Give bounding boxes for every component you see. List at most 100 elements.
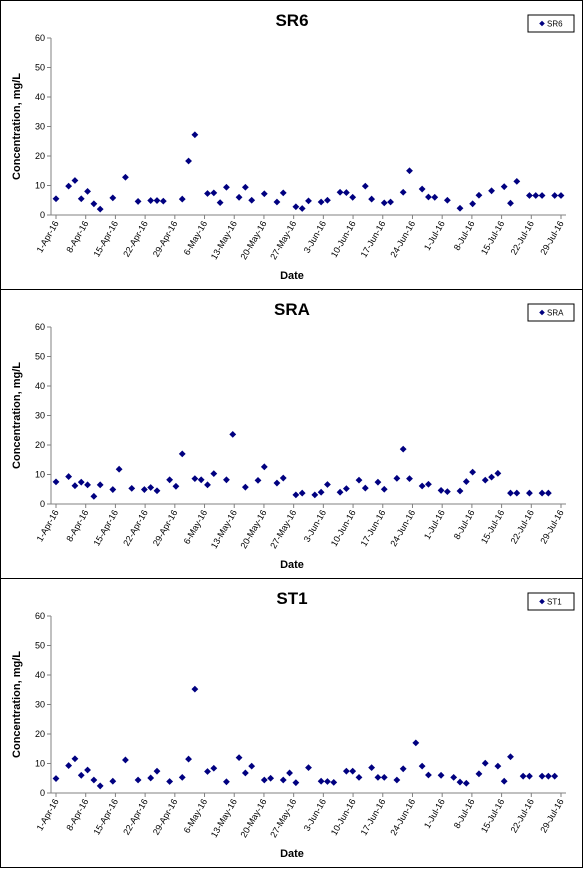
data-point bbox=[443, 196, 451, 204]
data-point bbox=[298, 205, 306, 212]
y-tick-label: 50 bbox=[35, 352, 45, 362]
y-tick-label: 60 bbox=[35, 611, 45, 621]
data-point bbox=[349, 767, 357, 775]
data-point bbox=[52, 775, 60, 782]
y-tick-label: 10 bbox=[35, 470, 45, 480]
data-point bbox=[374, 773, 382, 781]
x-tick-label: 13-May-16 bbox=[209, 797, 239, 839]
y-axis-title: Concentration, mg/L bbox=[11, 73, 23, 180]
data-point bbox=[450, 773, 458, 781]
y-tick-label: 40 bbox=[35, 670, 45, 680]
data-point bbox=[65, 762, 73, 769]
x-tick-label: 8-Jul-16 bbox=[452, 219, 477, 252]
data-point bbox=[52, 478, 60, 486]
legend-label: ST1 bbox=[547, 598, 562, 607]
data-point bbox=[368, 195, 376, 203]
data-point bbox=[71, 755, 79, 763]
data-point bbox=[178, 195, 186, 203]
x-tick-label: 8-Jul-16 bbox=[452, 797, 477, 830]
data-point bbox=[393, 474, 401, 482]
x-tick-label: 13-May-16 bbox=[209, 508, 239, 550]
data-point bbox=[147, 774, 155, 782]
x-tick-label: 8-Jul-16 bbox=[452, 508, 477, 541]
data-point bbox=[349, 193, 357, 201]
data-point bbox=[317, 198, 325, 206]
data-point bbox=[84, 481, 91, 489]
data-point bbox=[298, 489, 306, 497]
data-point bbox=[71, 177, 79, 184]
data-point bbox=[178, 450, 186, 458]
data-point bbox=[191, 475, 199, 483]
data-point bbox=[544, 772, 552, 780]
data-point bbox=[153, 197, 161, 204]
x-tick-label: 22-Apr-16 bbox=[121, 508, 150, 548]
data-point bbox=[279, 474, 287, 482]
y-tick-label: 20 bbox=[35, 440, 45, 450]
data-point bbox=[324, 196, 331, 204]
data-point bbox=[84, 766, 91, 774]
x-tick-label: 24-Jun-16 bbox=[388, 797, 417, 837]
legend-marker bbox=[539, 309, 545, 316]
data-point bbox=[399, 188, 407, 196]
data-point bbox=[260, 776, 268, 784]
y-tick-label: 30 bbox=[35, 122, 45, 132]
data-point bbox=[210, 470, 218, 478]
data-point bbox=[488, 187, 495, 195]
data-point bbox=[65, 473, 73, 480]
data-point bbox=[235, 754, 243, 761]
data-point bbox=[324, 778, 331, 785]
data-point bbox=[122, 756, 129, 764]
data-point bbox=[109, 777, 117, 785]
data-point bbox=[279, 776, 287, 784]
x-tick-label: 15-Jul-16 bbox=[479, 508, 506, 546]
x-tick-label: 27-May-16 bbox=[268, 508, 298, 550]
data-point bbox=[551, 772, 559, 780]
data-point bbox=[425, 771, 432, 779]
x-tick-label: 15-Apr-16 bbox=[91, 219, 120, 259]
x-tick-label: 8-Apr-16 bbox=[64, 219, 90, 254]
y-tick-label: 60 bbox=[35, 322, 45, 332]
x-axis-title: Date bbox=[280, 270, 304, 282]
data-point bbox=[77, 478, 85, 486]
chart-panel-st1: ST1 0 10 20 30 40 50 60 1-Apr-16 8-Apr-16 15-Apr-1… bbox=[0, 578, 583, 868]
data-point bbox=[223, 476, 230, 484]
data-point bbox=[210, 189, 218, 197]
data-point bbox=[456, 778, 464, 786]
x-tick-label: 24-Jun-16 bbox=[388, 508, 417, 548]
data-point bbox=[166, 476, 174, 484]
data-point bbox=[336, 188, 344, 196]
x-tick-label: 22-Jul-16 bbox=[509, 797, 536, 835]
y-tick-label: 20 bbox=[35, 729, 45, 739]
data-point bbox=[437, 487, 445, 494]
data-point bbox=[77, 771, 85, 779]
data-point bbox=[380, 485, 388, 493]
data-point bbox=[513, 177, 521, 185]
legend-label: SRA bbox=[547, 309, 564, 318]
x-tick-label: 6-May-16 bbox=[182, 508, 210, 546]
data-point bbox=[109, 486, 117, 493]
x-tick-label: 1-Apr-16 bbox=[35, 797, 61, 832]
data-point bbox=[96, 782, 104, 790]
data-point bbox=[140, 486, 148, 493]
data-point bbox=[412, 739, 420, 747]
data-point bbox=[399, 445, 407, 453]
data-point bbox=[406, 475, 413, 483]
data-point bbox=[507, 489, 514, 497]
data-point bbox=[469, 468, 477, 476]
x-tick-label: 27-May-16 bbox=[268, 797, 298, 839]
data-point bbox=[500, 183, 508, 191]
data-point bbox=[292, 203, 300, 211]
data-point bbox=[532, 192, 540, 199]
x-tick-label: 1-Jul-16 bbox=[422, 219, 447, 252]
data-point bbox=[235, 193, 243, 201]
data-point bbox=[223, 778, 230, 786]
data-point bbox=[90, 776, 98, 784]
data-point bbox=[418, 185, 426, 193]
chart-sr6: SR6 0 10 20 30 40 50 60 1-Apr-16 8-Apr-16 15-Apr-1… bbox=[11, 11, 575, 282]
x-tick-label: 3-Jun-16 bbox=[302, 508, 328, 544]
data-point bbox=[241, 483, 249, 491]
data-point bbox=[361, 484, 369, 492]
x-tick-label: 15-Jul-16 bbox=[479, 219, 506, 257]
data-point bbox=[134, 776, 142, 784]
x-tick-label: 6-May-16 bbox=[182, 219, 210, 257]
